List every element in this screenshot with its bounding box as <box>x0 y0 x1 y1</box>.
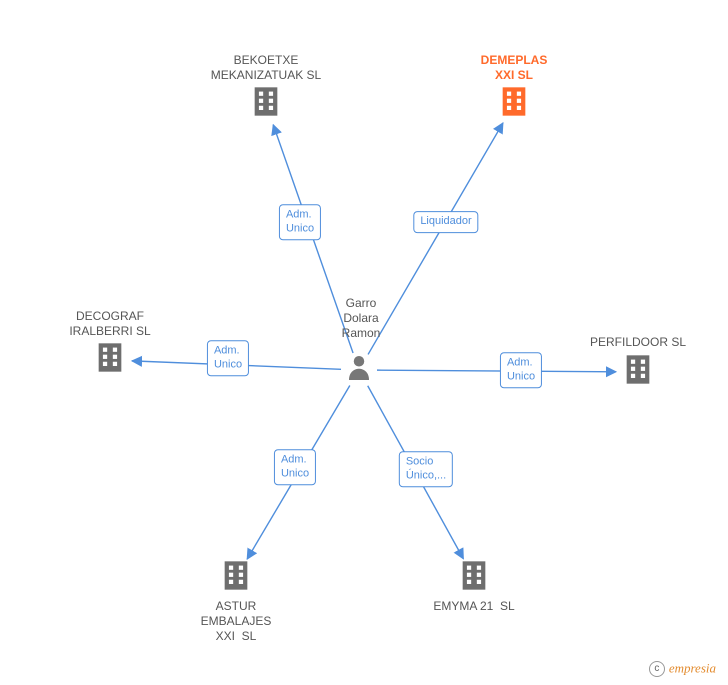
edge-label-astur: Adm. Unico <box>274 449 316 485</box>
diagram-stage: cempresia Adm. Unico Liquidador Adm. Unico… <box>0 0 728 685</box>
node-decograf[interactable] <box>93 341 127 380</box>
edge-label-emyma: Socio Único,... <box>399 451 453 487</box>
node-center-person[interactable] <box>344 353 374 388</box>
node-label-emyma: EMYMA 21 SL <box>433 599 514 614</box>
node-demeplas[interactable] <box>497 85 531 124</box>
node-label-decograf: DECOGRAF IRALBERRI SL <box>69 309 150 339</box>
node-emyma[interactable] <box>457 559 491 598</box>
node-label-bekoetxe: BEKOETXE MEKANIZATUAK SL <box>211 53 321 83</box>
node-astur[interactable] <box>219 559 253 598</box>
node-label-demeplas: DEMEPLAS XXI SL <box>481 53 548 83</box>
footer-attribution: cempresia <box>649 660 716 677</box>
node-bekoetxe[interactable] <box>249 85 283 124</box>
edge-label-bekoetxe: Adm. Unico <box>279 204 321 240</box>
node-label-center: Garro Dolara Ramon <box>342 296 381 341</box>
node-perfildoor[interactable] <box>621 353 655 392</box>
edge-label-decograf: Adm. Unico <box>207 340 249 376</box>
brand-name: mpresia <box>675 661 716 676</box>
edge-label-perfildoor: Adm. Unico <box>500 352 542 388</box>
edge-label-demeplas: Liquidador <box>413 211 478 233</box>
node-label-astur: ASTUR EMBALAJES XXI SL <box>201 599 272 644</box>
node-label-perfildoor: PERFILDOOR SL <box>590 335 686 350</box>
copyright-icon: c <box>649 661 665 677</box>
